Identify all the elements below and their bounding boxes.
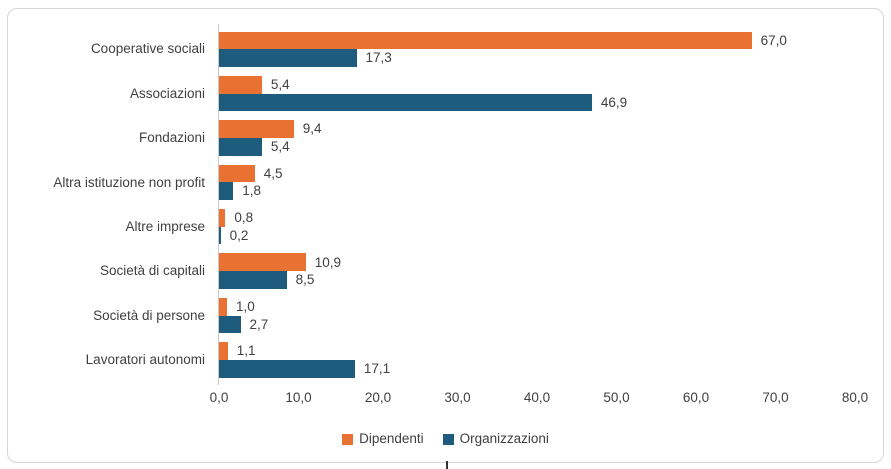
bar-value-label: 5,4: [270, 76, 290, 92]
bar-line: 1,8: [219, 182, 855, 201]
bar-group: 1,1 17,1: [219, 338, 855, 382]
bar-dipendenti: [219, 297, 227, 316]
x-tick-label: 70,0: [762, 390, 789, 405]
bar-organizzazioni: [219, 182, 234, 201]
x-tick-label: 60,0: [682, 390, 710, 405]
bar-group: 1,0 2,7: [219, 293, 855, 337]
bar-value-label: 2,7: [249, 316, 269, 332]
bar-value-label: 17,1: [363, 361, 391, 377]
legend: Dipendenti Organizzazioni: [0, 430, 891, 448]
category-label: Cooperative sociali: [90, 41, 205, 57]
x-tick-label: 10,0: [285, 390, 312, 405]
bar-organizzazioni: [219, 93, 592, 112]
bar-value-label: 9,4: [302, 121, 322, 137]
bar-line: 17,3: [219, 49, 855, 67]
x-tick-label: 80,0: [841, 390, 869, 405]
bar-dipendenti: [219, 253, 306, 272]
x-tick-label: 40,0: [523, 390, 551, 405]
bar-value-label: 17,3: [365, 50, 392, 66]
bar-line: 10,9: [219, 253, 855, 272]
category-label: Altra istituzione non profit: [53, 174, 205, 190]
bar-group: 4,5 1,8: [219, 160, 855, 204]
bar-value-label: 10,9: [314, 254, 341, 270]
bar-line: 1,0: [219, 297, 855, 316]
bar-group: 5,4 46,9: [219, 71, 855, 115]
bar-line: 5,4: [219, 137, 855, 156]
bar-value-label: 5,4: [270, 139, 290, 155]
bottom-center-tick: [446, 461, 448, 469]
bar-line: 5,4: [219, 75, 855, 94]
bar-line: 8,5: [219, 271, 855, 289]
bar-line: 4,5: [219, 164, 855, 183]
bar-dipendenti: [219, 164, 255, 183]
x-tick-label: 50,0: [603, 390, 630, 405]
bar-line: 67,0: [219, 31, 855, 50]
bar-line: 2,7: [219, 315, 855, 334]
bar-organizzazioni: [219, 137, 262, 156]
category-label: Fondazioni: [138, 130, 205, 146]
x-tick-label: 20,0: [364, 390, 392, 405]
bar-line: 1,1: [219, 342, 855, 360]
bar-line: 0,8: [219, 209, 855, 227]
bar-organizzazioni: [219, 271, 287, 289]
bar-line: 0,2: [219, 226, 855, 245]
category-label: Società di persone: [93, 307, 205, 323]
legend-label: Organizzazioni: [459, 431, 549, 447]
bar-value-label: 1,8: [242, 183, 262, 199]
category-axis-line: [218, 24, 219, 385]
bar-value-label: 1,1: [236, 343, 256, 359]
x-tick-label: 0,0: [209, 390, 229, 405]
legend-swatch-icon: [442, 433, 454, 445]
bar-dipendenti: [219, 209, 226, 227]
bar-value-label: 8,5: [295, 272, 315, 288]
bar-line: 46,9: [219, 93, 855, 112]
legend-label: Dipendenti: [359, 431, 424, 447]
category-label: Altre imprese: [125, 219, 205, 234]
bar-organizzazioni: [219, 49, 357, 67]
plot-area: 67,0 17,3 5,4 46,9 9,4 5,4 4,5 1,8 0,8 0,2 10,9 8,5…: [218, 24, 855, 385]
bar-dipendenti: [219, 31, 752, 50]
bar-line: 17,1: [219, 359, 855, 378]
bar-value-label: 46,9: [600, 94, 628, 110]
legend-item-dipendenti: Dipendenti: [342, 432, 424, 446]
bar-value-label: 1,0: [236, 298, 255, 314]
category-label: Associazioni: [129, 85, 205, 101]
value-axis: 0,0 10,0 20,0 30,0 40,0 50,0 60,0 70,0 80,0: [210, 390, 869, 407]
category-axis: Cooperative sociali Associazioni Fondazion…: [0, 27, 205, 382]
x-tick-label: 30,0: [444, 390, 471, 405]
bar-value-label: 4,5: [263, 165, 283, 181]
bar-dipendenti: [219, 120, 294, 138]
bar-group: 9,4 5,4: [219, 116, 855, 160]
bar-organizzazioni: [219, 226, 221, 245]
category-label: Società di capitali: [99, 263, 205, 279]
category-label: Lavoratori autonomi: [85, 352, 205, 368]
bar-value-label: 67,0: [760, 32, 787, 48]
bar-organizzazioni: [219, 315, 241, 334]
bar-group: 67,0 17,3: [219, 27, 855, 71]
bar-group: 0,8 0,2: [219, 205, 855, 249]
bar-group: 10,9 8,5: [219, 249, 855, 293]
bar-organizzazioni: [219, 359, 355, 378]
bar-dipendenti: [219, 342, 228, 360]
bar-line: 9,4: [219, 120, 855, 138]
bar-value-label: 0,2: [229, 227, 249, 243]
bar-dipendenti: [219, 75, 262, 94]
bar-value-label: 0,8: [234, 210, 254, 226]
legend-item-organizzazioni: Organizzazioni: [442, 431, 549, 447]
legend-swatch-icon: [342, 433, 354, 445]
